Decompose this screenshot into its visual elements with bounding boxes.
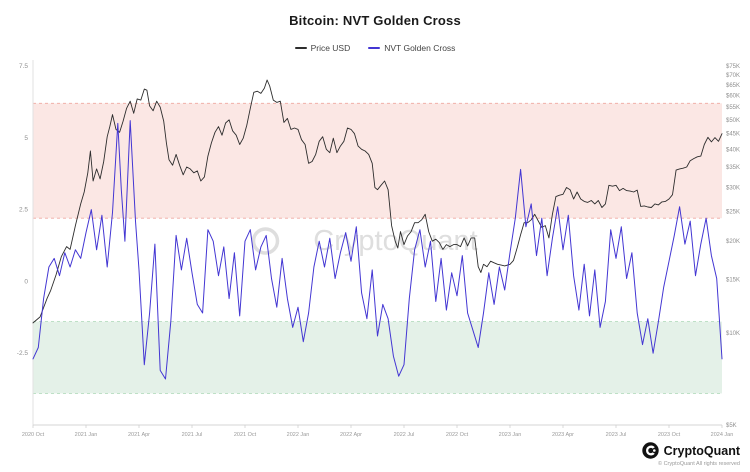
series-line-price-usd <box>32 79 723 324</box>
right-axis-tick-label: $45K <box>726 132 740 138</box>
page-title: Bitcoin: NVT Golden Cross <box>289 13 461 28</box>
right-axis-tick-label: $5K <box>726 423 737 429</box>
x-axis-tick-label: 2021 Apr <box>128 432 150 438</box>
brand-row: CryptoQuant <box>641 442 740 459</box>
brand-name: CryptoQuant <box>663 443 740 458</box>
cryptoquant-logo-icon <box>641 442 659 459</box>
copyright-text: © CryptoQuant All rights reserved <box>657 461 740 467</box>
legend-item-nvt-golden-cross[interactable]: NVT Golden Cross <box>368 43 455 53</box>
right-axis-tick-label: $60K <box>726 94 740 100</box>
right-axis-tick-label: $10K <box>726 331 740 337</box>
x-axis-tick-label: 2023 Oct <box>658 432 681 438</box>
x-axis-tick-label: 2022 Jan <box>287 432 310 438</box>
right-axis-tick-label: $75K <box>726 64 740 70</box>
x-axis-tick-label: 2021 Jul <box>182 432 203 438</box>
right-axis-tick-label: $20K <box>726 239 740 245</box>
footer: CryptoQuant © CryptoQuant All rights res… <box>641 442 740 467</box>
x-axis-tick-label: 2023 Jan <box>499 432 522 438</box>
right-axis-tick-label: $25K <box>726 210 740 216</box>
left-axis-tick-label: 5 <box>24 135 28 142</box>
band-overbought <box>33 103 722 219</box>
right-axis-tick-label: $35K <box>726 165 740 171</box>
x-axis-tick-label: 2024 Jan <box>711 432 734 438</box>
x-axis-tick-label: 2021 Oct <box>234 432 257 438</box>
right-axis-tick-label: $50K <box>726 118 740 124</box>
left-axis-tick-label: 2.5 <box>19 207 28 214</box>
legend-swatch-icon <box>368 47 381 49</box>
x-axis-tick-label: 2021 Jan <box>75 432 98 438</box>
x-axis-tick-label: 2022 Oct <box>446 432 469 438</box>
right-axis-tick-label: $30K <box>726 185 740 191</box>
legend-item-price-usd[interactable]: Price USD <box>294 43 351 53</box>
legend-swatch-icon <box>294 47 307 49</box>
series-line-nvt-golden-cross <box>32 120 723 380</box>
x-axis-tick-label: 2022 Jul <box>394 432 415 438</box>
x-axis-tick-label: 2023 Apr <box>552 432 574 438</box>
chart-legend: Price USD NVT Golden Cross <box>0 43 750 53</box>
legend-label: NVT Golden Cross <box>384 43 456 53</box>
right-axis-tick-label: $15K <box>726 277 740 283</box>
x-axis-tick-label: 2023 Jul <box>606 432 627 438</box>
watermark-logo-icon <box>251 227 280 255</box>
right-axis-tick-label: $70K <box>726 73 740 79</box>
right-axis-tick-label: $40K <box>726 147 740 153</box>
left-axis-tick-label: -2.5 <box>17 350 29 357</box>
left-axis-tick-label: 0 <box>24 278 28 285</box>
legend-label: Price USD <box>310 43 351 53</box>
left-axis-tick-label: 7.5 <box>19 63 28 70</box>
x-axis-tick-label: 2020 Oct <box>22 432 45 438</box>
right-axis-tick-label: $55K <box>726 105 740 111</box>
right-axis-tick-label: $65K <box>726 83 740 89</box>
x-axis-tick-label: 2022 Apr <box>340 432 362 438</box>
